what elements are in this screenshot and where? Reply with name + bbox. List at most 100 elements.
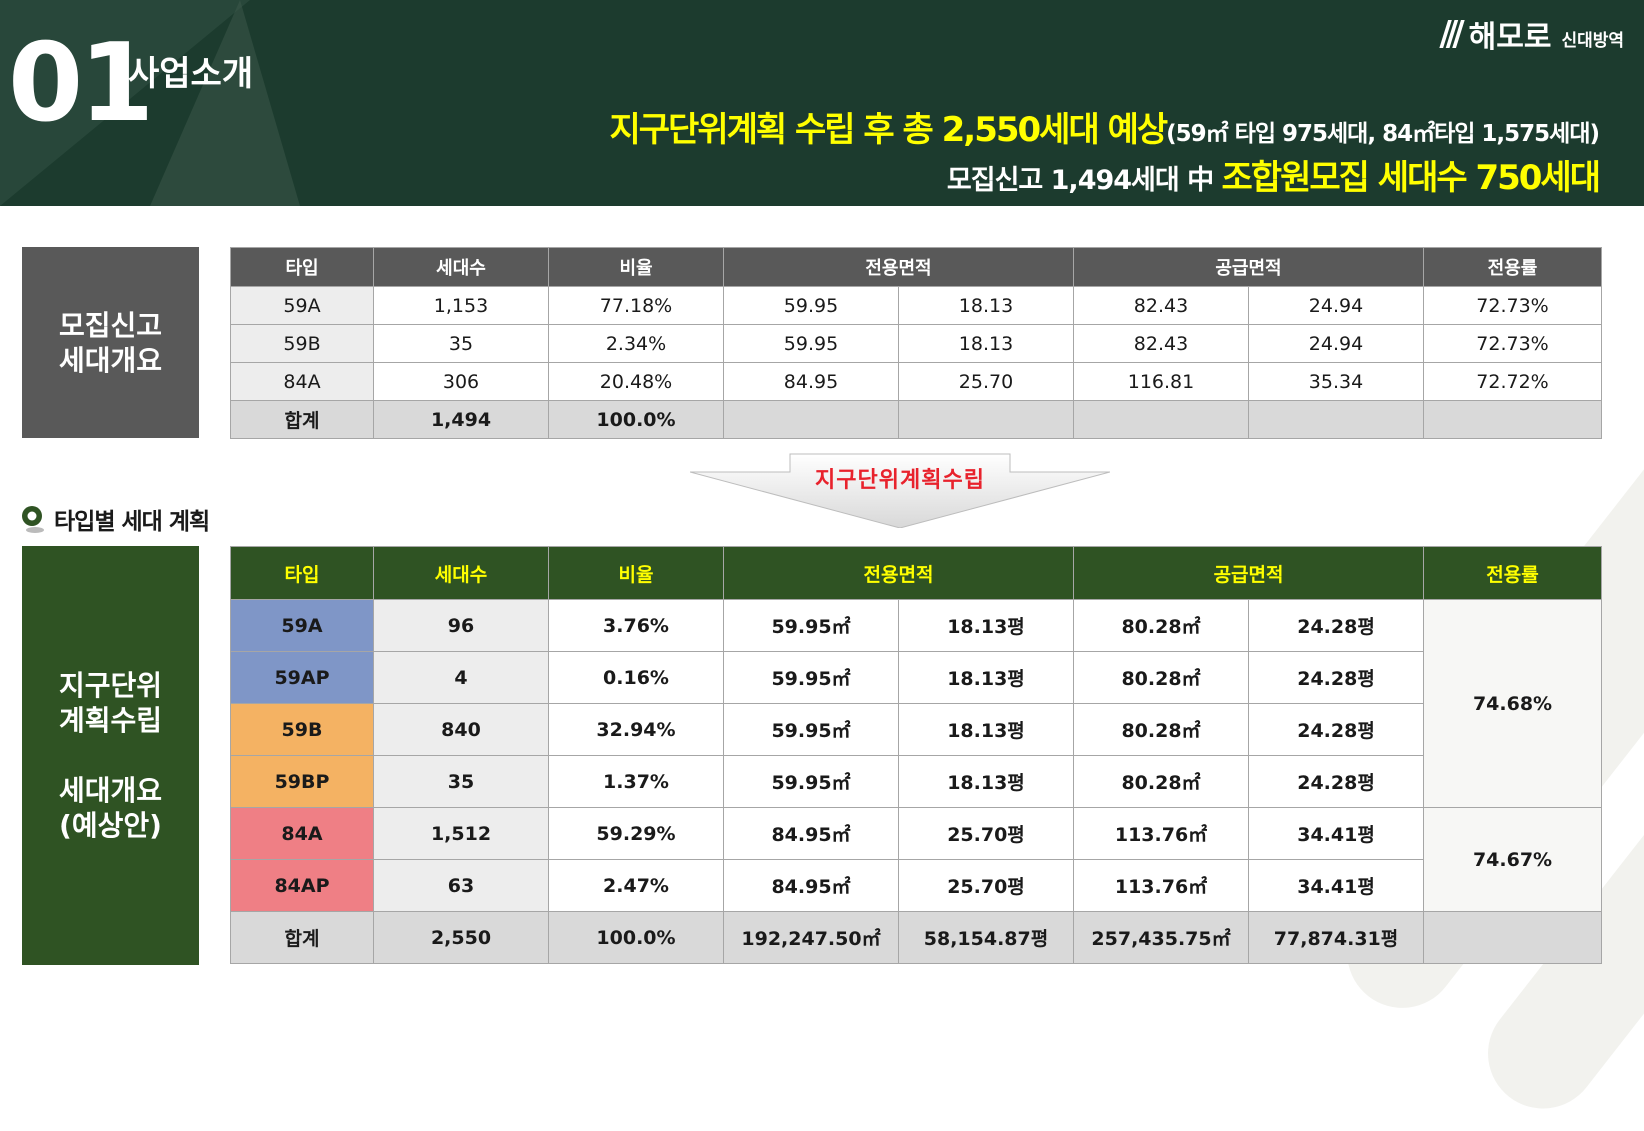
down-arrow-icon — [690, 453, 1110, 528]
table-cell: 1,512 — [373, 807, 549, 860]
recruit-table: 타입 세대수 비율 전용면적 공급면적 전용률 59A 1,153 77.18%… — [230, 247, 1602, 439]
table-cell: 72.73% — [1423, 286, 1602, 325]
table-cell: 35.34 — [1248, 362, 1424, 401]
table-cell: 59.95㎡ — [723, 599, 899, 652]
header-banner: 01 사업소개 /// 해모로 신대방역 지구단위계획 수립 후 총 2,550… — [0, 0, 1644, 206]
table-cell: 63 — [373, 859, 549, 912]
table-row: 59B 840 32.94% 59.95㎡ 18.13평 80.28㎡ 24.2… — [230, 703, 1602, 756]
table-row: 59A 1,153 77.18% 59.95 18.13 82.43 24.94… — [230, 286, 1602, 325]
col-header: 비율 — [548, 247, 724, 287]
type-cell: 59B — [230, 703, 374, 756]
plan-side-label-line: 계획수립 — [58, 704, 163, 737]
plan-side-label-line: (예상안) — [59, 809, 162, 842]
table-cell — [1073, 400, 1249, 439]
table-total-row: 합계 1,494 100.0% — [230, 400, 1602, 439]
table-cell: 59.95㎡ — [723, 703, 899, 756]
table-cell: 2,550 — [373, 911, 549, 964]
type-cell: 59A — [230, 286, 374, 325]
table-cell: 2.47% — [548, 859, 724, 912]
table-cell: 24.28평 — [1248, 755, 1425, 808]
table-cell: 72.73% — [1423, 324, 1602, 363]
transition-label: 지구단위계획수립 — [815, 468, 985, 493]
table-cell: 840 — [373, 703, 549, 756]
table-cell: 306 — [373, 362, 549, 401]
table-cell: 77.18% — [548, 286, 724, 325]
table-cell: 59.95 — [723, 286, 899, 325]
headline-total-detail: (59㎡ 타입 975세대, 84㎡타입 1,575세대) — [1166, 121, 1600, 147]
table-cell: 59.95 — [723, 324, 899, 363]
table-cell: 24.94 — [1248, 286, 1424, 325]
table-cell: 1,494 — [373, 400, 549, 439]
recruit-side-label-line: 세대개요 — [58, 343, 163, 377]
col-header: 전용률 — [1423, 546, 1603, 600]
table-cell: 34.41평 — [1248, 807, 1425, 860]
table-cell: 58,154.87평 — [897, 911, 1075, 964]
table-row: 84A 306 20.48% 84.95 25.70 116.81 35.34 … — [230, 362, 1602, 401]
col-header: 공급면적 — [1073, 247, 1424, 287]
headline-total-main: 지구단위계획 수립 후 총 2,550세대 예상 — [609, 110, 1168, 150]
table-row: 59B 35 2.34% 59.95 18.13 82.43 24.94 72.… — [230, 324, 1602, 363]
type-cell: 84A — [230, 362, 374, 401]
table-header-row: 타입 세대수 비율 전용면적 공급면적 전용률 — [230, 247, 1602, 287]
table-total-row: 합계 2,550 100.0% 192,247.50㎡ 58,154.87평 2… — [230, 911, 1603, 964]
table-cell — [898, 400, 1074, 439]
headline-recruit-highlight: 조합원모집 세대수 750세대 — [1221, 158, 1601, 198]
table-cell: 96 — [373, 599, 549, 652]
table-cell: 84.95 — [723, 362, 899, 401]
col-header: 전용면적 — [723, 247, 1074, 287]
type-cell: 84AP — [230, 859, 374, 912]
brand-logo: /// 해모로 신대방역 — [1439, 12, 1624, 56]
efficiency-cell: 74.67% — [1423, 807, 1603, 912]
table-cell: 합계 — [230, 400, 374, 439]
col-header: 타입 — [230, 546, 374, 600]
col-header: 전용률 — [1423, 247, 1602, 287]
table-cell: 84.95㎡ — [723, 807, 899, 860]
table-cell — [1423, 400, 1602, 439]
table-cell: 82.43 — [1073, 324, 1249, 363]
table-cell: 1.37% — [548, 755, 724, 808]
type-cell: 84A — [230, 807, 374, 860]
table-cell: 18.13평 — [897, 703, 1075, 756]
table-cell: 84.95㎡ — [723, 859, 899, 912]
table-cell: 20.48% — [548, 362, 724, 401]
table-cell: 4 — [373, 651, 549, 704]
col-header: 세대수 — [373, 546, 549, 600]
table-cell: 113.76㎡ — [1073, 859, 1250, 912]
col-header: 전용면적 — [722, 546, 1075, 600]
table-row: 59AP 4 0.16% 59.95㎡ 18.13평 80.28㎡ 24.28평 — [230, 651, 1602, 704]
table-cell: 합계 — [230, 911, 374, 964]
table-cell: 80.28㎡ — [1073, 755, 1250, 808]
table-cell: 25.70 — [898, 362, 1074, 401]
section-heading: 타입별 세대 계획 — [20, 502, 210, 536]
table-row: 59A 96 3.76% 59.95㎡ 18.13평 80.28㎡ 24.28평… — [230, 599, 1603, 808]
table-cell: 82.43 — [1073, 286, 1249, 325]
table-cell: 192,247.50㎡ — [723, 911, 899, 964]
table-cell: 59.29% — [548, 807, 724, 860]
table-cell: 24.28평 — [1248, 703, 1425, 756]
table-cell: 3.76% — [548, 599, 724, 652]
headline-recruit: 모집신고 1,494세대 中 조합원모집 세대수 750세대 — [947, 150, 1601, 199]
logo-icon: /// — [1439, 14, 1464, 54]
table-cell: 77,874.31평 — [1248, 911, 1425, 964]
logo-name: 해모로 — [1468, 20, 1552, 55]
table-row: 84A 1,512 59.29% 84.95㎡ 25.70평 113.76㎡ 3… — [230, 807, 1603, 912]
table-cell: 34.41평 — [1248, 859, 1425, 912]
plan-side-label: 지구단위 계획수립 세대개요 (예상안) — [22, 546, 199, 965]
type-cell: 59A — [230, 599, 374, 652]
type-cell: 59BP — [230, 755, 374, 808]
recruit-side-label-line: 모집신고 — [58, 308, 163, 342]
plan-side-label-line: 지구단위 — [58, 669, 163, 702]
table-cell: 59.95㎡ — [723, 755, 899, 808]
table-cell: 59.95㎡ — [723, 651, 899, 704]
table-cell: 18.13 — [898, 286, 1074, 325]
table-cell: 18.13평 — [897, 651, 1075, 704]
table-cell: 72.72% — [1423, 362, 1602, 401]
plan-table: 타입 세대수 비율 전용면적 공급면적 전용률 59A 96 3.76% 59.… — [230, 546, 1603, 964]
section-title: 사업소개 — [128, 54, 254, 94]
header-decoration — [150, 0, 300, 206]
table-cell: 25.70평 — [897, 859, 1075, 912]
table-cell: 25.70평 — [897, 807, 1075, 860]
table-cell: 100.0% — [548, 911, 724, 964]
table-cell: 80.28㎡ — [1073, 651, 1250, 704]
col-header: 세대수 — [373, 247, 549, 287]
